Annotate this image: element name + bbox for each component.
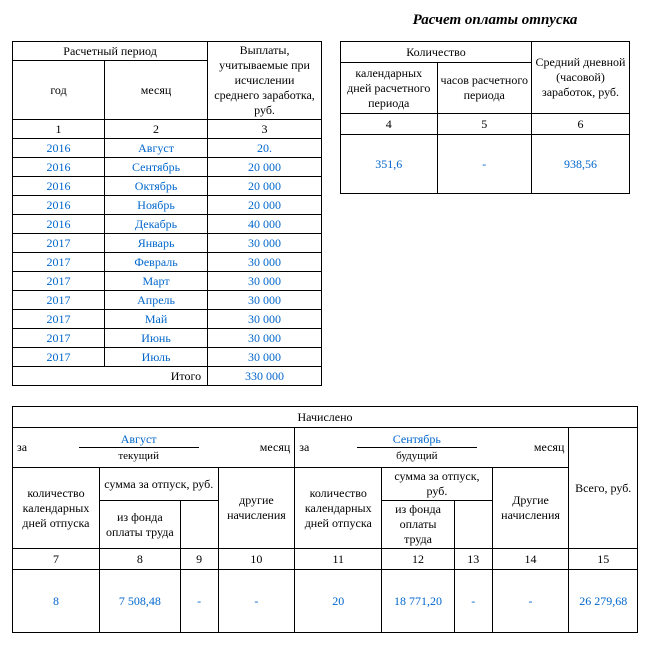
za-label: за (297, 430, 321, 465)
table-cell: 2017 (13, 310, 105, 329)
table-cell: Апрель (105, 291, 208, 310)
table-cell: 2017 (13, 234, 105, 253)
table-cell: Август (105, 139, 208, 158)
total-label: Итого (13, 367, 208, 386)
hdr-sum2: сумма за отпуск, руб. (382, 468, 492, 501)
table-cell: 2016 (13, 196, 105, 215)
hdr-days1: количество календарных дней отпуска (13, 468, 100, 549)
table-cell: Декабрь (105, 215, 208, 234)
hdr-total: Всего, руб. (569, 428, 638, 549)
val-c12: 18 771,20 (382, 570, 455, 633)
month-word: месяц (512, 430, 566, 465)
table-cell: 2017 (13, 253, 105, 272)
month1-sub: текущий (118, 450, 159, 462)
table-cell: 30 000 (208, 234, 322, 253)
table-cell: 20 000 (208, 158, 322, 177)
hdr-accrued: Начислено (13, 407, 638, 428)
table-cell: Январь (105, 234, 208, 253)
accrual-table: Начислено за Август текущий месяц за Сен… (12, 406, 638, 633)
table-cell: Октябрь (105, 177, 208, 196)
table-cell: 2016 (13, 177, 105, 196)
val-c10: - (218, 570, 295, 633)
table-cell: 2017 (13, 272, 105, 291)
table-cell: 30 000 (208, 329, 322, 348)
colnum: 8 (99, 549, 180, 570)
colnum: 11 (295, 549, 382, 570)
table-cell: 20 000 (208, 177, 322, 196)
colnum: 14 (492, 549, 569, 570)
val-c15: 26 279,68 (569, 570, 638, 633)
table-cell: Сентябрь (105, 158, 208, 177)
table-cell: Март (105, 272, 208, 291)
month2-value: Сентябрь (357, 432, 477, 448)
colnum: 9 (180, 549, 218, 570)
colnum: 10 (218, 549, 295, 570)
colnum: 6 (532, 114, 630, 135)
table-cell: Май (105, 310, 208, 329)
val-c9: - (180, 570, 218, 633)
val-c8: 7 508,48 (99, 570, 180, 633)
table-cell: 20. (208, 139, 322, 158)
val-c14: - (492, 570, 569, 633)
table-cell: Июнь (105, 329, 208, 348)
table-cell: Февраль (105, 253, 208, 272)
hdr-caldays: календарных дней расчетного периода (341, 63, 438, 114)
table-cell: 30 000 (208, 310, 322, 329)
colnum: 12 (382, 549, 455, 570)
za-label: за (15, 430, 39, 465)
val-days: 351,6 (341, 135, 438, 194)
table-cell: 2016 (13, 158, 105, 177)
hdr-year: год (13, 61, 105, 120)
table-cell: 30 000 (208, 348, 322, 367)
page-title: Расчет оплаты отпуска (342, 12, 648, 29)
table-cell: 2017 (13, 348, 105, 367)
table-cell: 20 000 (208, 196, 322, 215)
val-avg: 938,56 (532, 135, 630, 194)
table-cell: 30 000 (208, 291, 322, 310)
hdr-avg: Средний дневной (часовой) заработок, руб… (532, 42, 630, 114)
colnum: 15 (569, 549, 638, 570)
hdr-other2: Другие начисления (492, 468, 569, 549)
hdr-qty: Количество (341, 42, 532, 63)
colnum: 3 (208, 120, 322, 139)
val-c11: 20 (295, 570, 382, 633)
colnum: 7 (13, 549, 100, 570)
period-table: Расчетный период Выплаты, учитываемые пр… (12, 41, 322, 386)
val-c13: - (454, 570, 492, 633)
table-cell: Ноябрь (105, 196, 208, 215)
colnum: 4 (341, 114, 438, 135)
table-cell: 2017 (13, 291, 105, 310)
hdr-other1: другие начисления (218, 468, 295, 549)
hdr-month: месяц (105, 61, 208, 120)
table-cell: 2017 (13, 329, 105, 348)
table-cell: 40 000 (208, 215, 322, 234)
hdr-hours: часов расчетного периода (437, 63, 531, 114)
month2-sub: будущий (396, 450, 437, 462)
colnum: 1 (13, 120, 105, 139)
colnum: 13 (454, 549, 492, 570)
colnum: 2 (105, 120, 208, 139)
val-c7: 8 (13, 570, 100, 633)
hdr-fund1: из фонда оплаты труда (99, 501, 180, 549)
table-cell: Июль (105, 348, 208, 367)
table-cell: 30 000 (208, 253, 322, 272)
hdr-period: Расчетный период (13, 42, 208, 61)
colnum: 5 (437, 114, 531, 135)
total-value: 330 000 (208, 367, 322, 386)
table-cell: 2016 (13, 139, 105, 158)
val-hours: - (437, 135, 531, 194)
month-word: месяц (238, 430, 292, 465)
hdr-fund2: из фонда оплаты труда (382, 501, 455, 549)
hdr-days2: количество календарных дней отпуска (295, 468, 382, 549)
quantity-table: Количество Средний дневной (часовой) зар… (340, 41, 630, 194)
hdr-sum1: сумма за отпуск, руб. (99, 468, 218, 501)
hdr-payments: Выплаты, учитываемые при исчислении сред… (208, 42, 322, 120)
month1-value: Август (79, 432, 199, 448)
table-cell: 30 000 (208, 272, 322, 291)
table-cell: 2016 (13, 215, 105, 234)
